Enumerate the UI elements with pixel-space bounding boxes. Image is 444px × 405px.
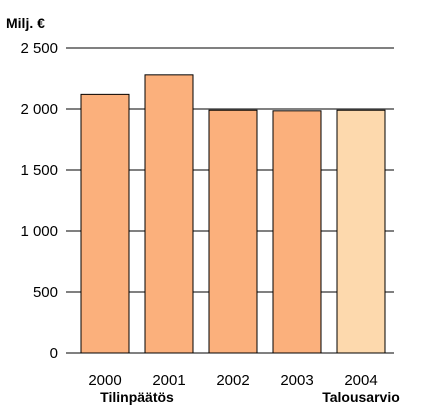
bar (80, 93, 130, 354)
x-tick-label: 2002 (216, 372, 249, 389)
y-tick-label: 2 000 (20, 101, 58, 118)
x-tick-label: 2003 (280, 372, 313, 389)
y-tick-label: 1 000 (20, 223, 58, 240)
bar (144, 74, 194, 354)
group-label: Talousarvio (322, 389, 400, 405)
y-tick-label: 0 (50, 345, 58, 362)
bar (208, 109, 258, 354)
bar (272, 110, 322, 354)
x-tick-label: 2000 (88, 372, 121, 389)
y-tick-label: 1 500 (20, 162, 58, 179)
x-tick-label: 2004 (344, 372, 377, 389)
y-axis-tick-labels: 0 500 1 000 1 500 2 000 2 500 (20, 40, 58, 362)
y-tick-label: 2 500 (20, 40, 58, 57)
unit-label: Milj. € (6, 15, 45, 31)
bars (80, 74, 386, 354)
x-tick-label: 2001 (152, 372, 185, 389)
bar (336, 109, 386, 354)
group-labels: Tilinpäätös Talousarvio (100, 389, 400, 405)
x-axis-tick-labels: 2000 2001 2002 2003 2004 (88, 372, 377, 389)
y-tick-label: 500 (33, 284, 58, 301)
group-label: Tilinpäätös (100, 389, 174, 405)
